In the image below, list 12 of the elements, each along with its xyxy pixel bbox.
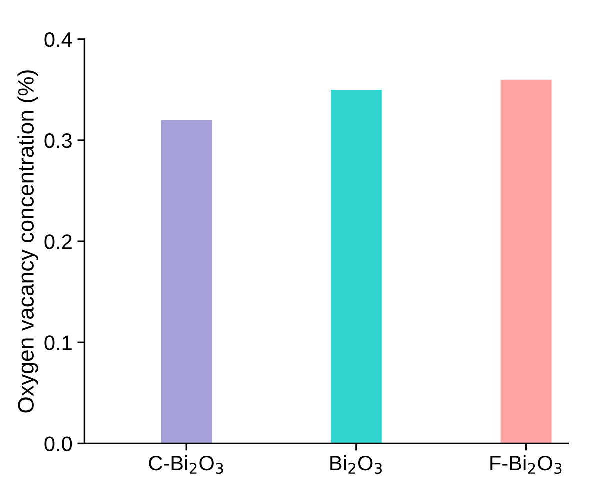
x-tick-label: Bi$_{2}$O$_{3}$ [330,455,382,474]
y-axis-title: Oxygen vacancy concentration (%) [18,70,38,413]
y-tick-label: 0.3 [44,134,72,148]
x-tick-label: C-Bi$_{2}$O$_{3}$ [149,455,224,474]
y-tick-label: 0.1 [44,336,72,350]
y-tick-label: 0.0 [44,436,72,452]
bar [161,120,212,444]
y-tick-label: 0.4 [44,32,72,48]
x-tick-label: F-Bi$_{2}$O$_{3}$ [490,455,562,474]
bar [330,90,382,444]
y-tick-label: 0.2 [44,234,72,250]
bar [500,80,552,444]
